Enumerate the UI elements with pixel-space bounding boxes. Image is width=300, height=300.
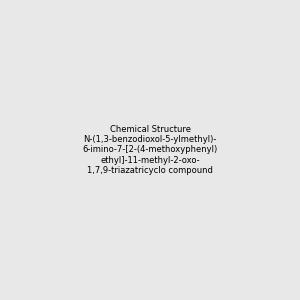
Text: Chemical Structure
N-(1,3-benzodioxol-5-ylmethyl)-
6-imino-7-[2-(4-methoxyphenyl: Chemical Structure N-(1,3-benzodioxol-5-…: [82, 125, 218, 175]
